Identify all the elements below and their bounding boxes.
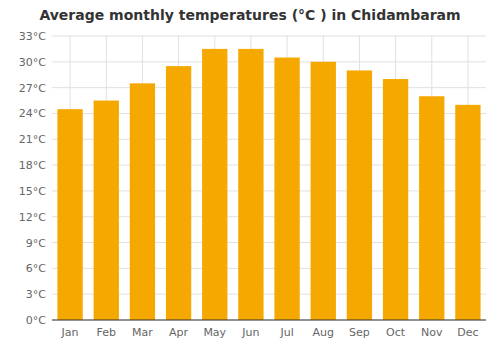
- x-tick-label: Jul: [279, 326, 293, 339]
- y-tick-label: 9°C: [26, 237, 46, 250]
- x-tick-label: Oct: [386, 326, 406, 339]
- bar: [347, 70, 372, 320]
- bar: [166, 66, 191, 320]
- x-tick-label: Aug: [313, 326, 334, 339]
- x-tick-label: Feb: [97, 326, 116, 339]
- x-tick-label: Dec: [457, 326, 478, 339]
- chart-svg: Average monthly temperatures (°C ) in Ch…: [0, 0, 500, 350]
- y-tick-label: 27°C: [19, 82, 46, 95]
- bar: [274, 58, 299, 320]
- x-tick-label: May: [203, 326, 226, 339]
- bar: [455, 105, 480, 320]
- bars: [57, 49, 480, 320]
- y-tick-label: 15°C: [19, 185, 46, 198]
- y-tick-label: 18°C: [19, 159, 46, 172]
- x-tick-label: Apr: [169, 326, 189, 339]
- x-tick-label: Mar: [132, 326, 153, 339]
- y-tick-label: 12°C: [19, 211, 46, 224]
- y-tick-label: 21°C: [19, 133, 46, 146]
- chart-container: Average monthly temperatures (°C ) in Ch…: [0, 0, 500, 350]
- x-tick-label: Nov: [421, 326, 443, 339]
- y-grid-line: [52, 36, 486, 37]
- x-tick-label: Jun: [241, 326, 259, 339]
- y-tick-label: 24°C: [19, 107, 46, 120]
- bar: [202, 49, 227, 320]
- bar: [94, 101, 119, 320]
- y-grid-line: [52, 320, 486, 321]
- y-tick-label: 33°C: [19, 30, 46, 43]
- y-tick-label: 30°C: [19, 56, 46, 69]
- chart-title: Average monthly temperatures (°C ) in Ch…: [39, 7, 460, 23]
- grid: [52, 36, 486, 320]
- y-grid-line: [52, 87, 486, 88]
- y-grid-line: [52, 61, 486, 62]
- bar: [383, 79, 408, 320]
- y-tick-label: 0°C: [26, 314, 46, 327]
- x-tick-label: Sep: [349, 326, 370, 339]
- bar: [238, 49, 263, 320]
- x-tick-label: Jan: [61, 326, 79, 339]
- bar: [130, 83, 155, 320]
- y-tick-label: 3°C: [26, 288, 46, 301]
- bar: [57, 109, 82, 320]
- bar: [311, 62, 336, 320]
- y-tick-label: 6°C: [26, 262, 46, 275]
- bar: [419, 96, 444, 320]
- x-axis-line: [52, 320, 486, 321]
